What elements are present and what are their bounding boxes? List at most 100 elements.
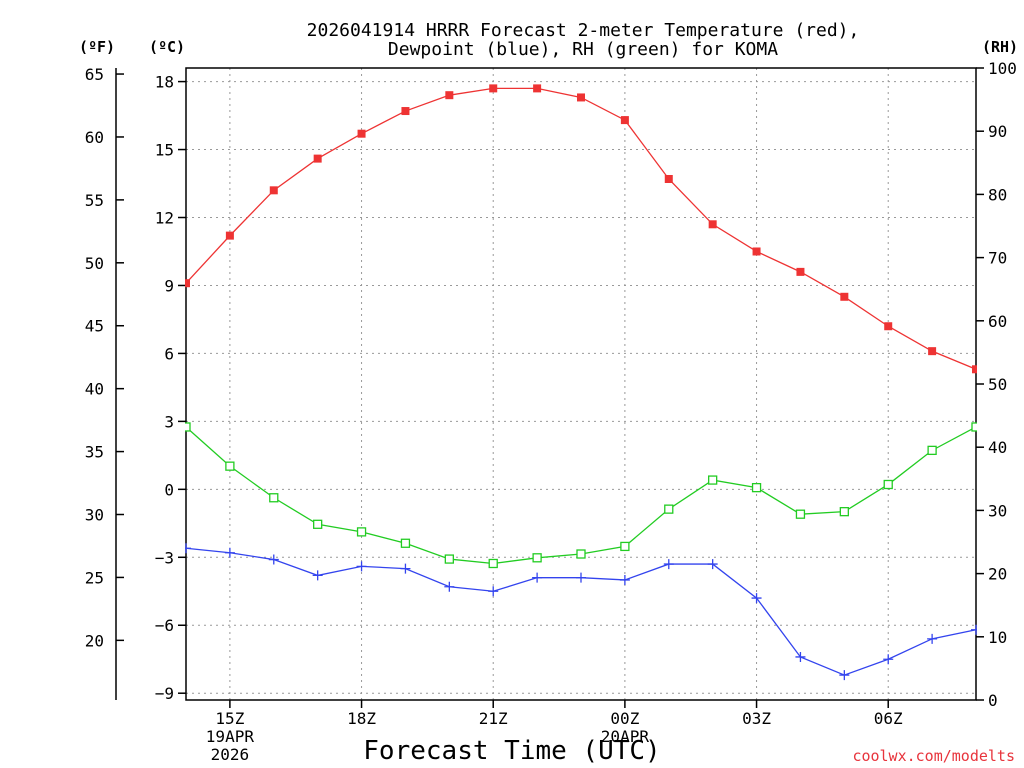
watermark: coolwx.com/modelts bbox=[852, 747, 1015, 765]
rh-point bbox=[839, 507, 849, 517]
dewpoint-point bbox=[795, 651, 806, 662]
dewpoint-point bbox=[751, 593, 762, 604]
rh-point bbox=[927, 445, 937, 456]
celsius-unit-label: (ºC) bbox=[149, 38, 185, 56]
temperature-point bbox=[185, 279, 190, 288]
fahrenheit-tick-label: 60 bbox=[85, 128, 104, 147]
rh-tick-label: 10 bbox=[988, 628, 1007, 647]
temperature-point bbox=[664, 174, 673, 183]
celsius-tick-label: −9 bbox=[155, 684, 174, 703]
rh-tick-label: 100 bbox=[988, 59, 1017, 78]
x-axis-label: Forecast Time (UTC) bbox=[363, 736, 660, 766]
rh-tick-label: 20 bbox=[988, 565, 1007, 584]
celsius-tick-label: 9 bbox=[164, 276, 174, 295]
x-tick-label: 06Z bbox=[874, 709, 903, 728]
celsius-tick-label: 15 bbox=[155, 141, 174, 160]
tick-labels: 1815129630−3−6−9656055504540353025201009… bbox=[85, 59, 1017, 764]
rh-tick-label: 0 bbox=[988, 691, 998, 710]
temperature-point bbox=[401, 107, 410, 116]
temperature-point bbox=[928, 347, 937, 356]
temperature-point bbox=[752, 247, 761, 256]
fahrenheit-tick-label: 20 bbox=[85, 631, 104, 650]
fahrenheit-tick-label: 50 bbox=[85, 254, 104, 273]
rh-point bbox=[795, 509, 806, 519]
rh-tick-label: 60 bbox=[988, 312, 1007, 331]
rh-point bbox=[313, 519, 323, 529]
rh-point bbox=[400, 538, 411, 548]
celsius-tick-label: −6 bbox=[155, 616, 174, 635]
rh-point bbox=[185, 422, 191, 432]
celsius-tick-label: 18 bbox=[155, 73, 174, 92]
dewpoint-point bbox=[663, 559, 674, 570]
rh-unit-label: (RH) bbox=[982, 38, 1018, 56]
chart-title-line1: 2026041914 HRRR Forecast 2-meter Tempera… bbox=[307, 20, 860, 41]
fahrenheit-tick-label: 65 bbox=[85, 65, 104, 84]
x-tick-label: 21Z bbox=[479, 709, 508, 728]
dewpoint-point bbox=[927, 633, 938, 644]
rh-point bbox=[883, 479, 893, 490]
dewpoint-point bbox=[185, 543, 191, 554]
rh-tick-label: 90 bbox=[988, 122, 1007, 141]
rh-point bbox=[576, 549, 586, 559]
rh-tick-label: 80 bbox=[988, 185, 1007, 204]
rh-tick-label: 50 bbox=[988, 375, 1007, 394]
x-tick-label: 00Z bbox=[610, 709, 639, 728]
dewpoint-point bbox=[883, 654, 894, 665]
temperature-point bbox=[269, 186, 278, 195]
dewpoint-point bbox=[532, 572, 543, 583]
temperature-point bbox=[972, 365, 977, 374]
temperature-point bbox=[840, 292, 849, 301]
temperature-point bbox=[708, 220, 717, 229]
rh-tick-label: 40 bbox=[988, 438, 1007, 457]
celsius-tick-label: −3 bbox=[155, 548, 174, 567]
rh-tick-label: 70 bbox=[988, 249, 1007, 268]
rh-point bbox=[532, 553, 542, 563]
fahrenheit-tick-label: 40 bbox=[85, 380, 104, 399]
temperature-point bbox=[313, 154, 322, 163]
fahrenheit-tick-label: 45 bbox=[85, 317, 104, 336]
rh-point bbox=[664, 504, 674, 514]
celsius-tick-label: 6 bbox=[164, 344, 174, 363]
celsius-tick-label: 0 bbox=[164, 480, 174, 499]
fahrenheit-tick-label: 25 bbox=[85, 568, 104, 587]
x-tick-date-label: 19APR bbox=[206, 727, 255, 746]
data-series bbox=[185, 84, 977, 681]
temperature-point bbox=[489, 84, 498, 93]
dewpoint-point bbox=[619, 574, 630, 585]
dewpoint-point bbox=[444, 581, 455, 592]
dewpoint-point bbox=[268, 554, 279, 565]
dewpoint-point bbox=[400, 563, 411, 574]
rh-tick-label: 30 bbox=[988, 501, 1007, 520]
rh-point bbox=[708, 475, 718, 485]
fahrenheit-tick-label: 35 bbox=[85, 443, 104, 462]
rh-point bbox=[971, 422, 977, 432]
temperature-point bbox=[445, 91, 454, 100]
temperature-point bbox=[533, 84, 542, 93]
dewpoint-point bbox=[839, 670, 850, 681]
temperature-point bbox=[357, 129, 366, 138]
dewpoint-point bbox=[356, 561, 367, 572]
x-tick-date-label: 20APR bbox=[601, 727, 650, 746]
series-rh bbox=[185, 422, 977, 569]
dewpoint-point bbox=[576, 572, 586, 583]
axes bbox=[115, 67, 984, 708]
temperature-point bbox=[225, 231, 234, 240]
temperature-point bbox=[884, 322, 893, 331]
series-dewpoint bbox=[185, 543, 977, 681]
rh-point bbox=[751, 482, 762, 493]
dewpoint-point bbox=[312, 570, 323, 581]
series-2-meter-temperature bbox=[185, 84, 977, 374]
dewpoint-point bbox=[488, 586, 499, 597]
temperature-point bbox=[620, 116, 629, 125]
dewpoint-point bbox=[224, 547, 235, 558]
temperature-point bbox=[577, 93, 585, 102]
dewpoint-point bbox=[971, 624, 977, 635]
temperature-point bbox=[796, 267, 805, 276]
rh-point bbox=[269, 493, 279, 503]
fahrenheit-tick-label: 55 bbox=[85, 191, 104, 210]
x-tick-year-label: 2026 bbox=[211, 745, 250, 764]
rh-point bbox=[225, 461, 235, 471]
chart-title-line2: Dewpoint (blue), RH (green) for KOMA bbox=[388, 39, 778, 60]
